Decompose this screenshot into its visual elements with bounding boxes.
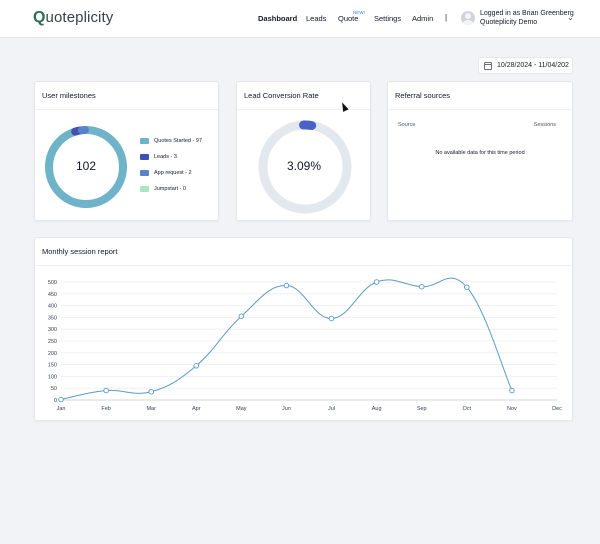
card-title: User milestones xyxy=(42,91,96,100)
data-point[interactable] xyxy=(418,283,425,290)
y-tick-label: 0 xyxy=(54,398,57,404)
card-title: Monthly session report xyxy=(42,247,118,256)
chevron-down-icon[interactable]: ⌄ xyxy=(567,13,574,22)
user-milestones-card: User milestones 102 Quotes Started - 97 … xyxy=(34,81,219,221)
date-range-picker[interactable]: 10/28/2024 - 11/04/202 xyxy=(478,57,573,74)
legend-swatch xyxy=(140,170,149,176)
x-tick-label: Dec xyxy=(552,406,562,412)
donut-segment xyxy=(45,126,127,208)
x-tick-label: Jan xyxy=(57,406,66,412)
data-point[interactable] xyxy=(58,396,64,403)
data-point[interactable] xyxy=(509,387,515,394)
referral-sources-card: Referral sources Source Sessions No avai… xyxy=(387,81,573,221)
nav-admin[interactable]: Admin xyxy=(412,14,434,23)
nav-dashboard[interactable]: Dashboard xyxy=(258,14,298,23)
session-line-chart: 0 50 100 150 200 250 300 350 400 450 500 Jan Feb Mar A… xyxy=(48,277,562,412)
conversion-value: 3.09% xyxy=(286,159,322,173)
x-tick-label: Apr xyxy=(192,406,201,412)
data-point[interactable] xyxy=(193,363,200,369)
avatar[interactable] xyxy=(461,11,475,25)
card-title: Lead Conversion Rate xyxy=(244,91,319,100)
top-navbar: Quoteplicity Dashboard Leads Quote NEW! … xyxy=(0,0,600,38)
nav-separator: | xyxy=(445,13,448,22)
x-tick-label: Sep xyxy=(417,406,427,412)
y-tick-label: 300 xyxy=(48,327,57,333)
user-org[interactable]: Quoteplicity Demo xyxy=(480,19,538,26)
x-tick-label: May xyxy=(236,406,247,412)
y-tick-label: 500 xyxy=(48,280,57,286)
x-tick-label: Jun xyxy=(282,406,291,412)
card-title: Referral sources xyxy=(395,91,451,100)
data-point[interactable] xyxy=(328,315,335,322)
y-tick-label: 100 xyxy=(48,374,57,380)
gauge-fill xyxy=(258,120,352,214)
y-tick-label: 350 xyxy=(48,315,57,321)
user-name[interactable]: Logged in as Brian Greenberg xyxy=(480,10,574,17)
data-point[interactable] xyxy=(148,388,154,395)
legend-swatch xyxy=(140,138,149,144)
nav-leads[interactable]: Leads xyxy=(306,14,327,23)
y-tick-label: 150 xyxy=(48,363,57,369)
calendar-icon xyxy=(484,62,492,70)
data-point[interactable] xyxy=(373,279,380,285)
x-tick-label: Nov xyxy=(507,406,517,412)
legend-swatch xyxy=(140,154,149,160)
legend-swatch xyxy=(140,186,149,192)
conversion-ring-chart xyxy=(258,120,352,214)
y-tick-label: 250 xyxy=(48,339,57,345)
y-tick-label: 200 xyxy=(48,351,57,357)
data-point[interactable] xyxy=(464,284,470,290)
column-header-source: Source xyxy=(398,122,416,128)
nav-settings[interactable]: Settings xyxy=(374,14,402,23)
app-logo[interactable]: Quoteplicity xyxy=(33,9,114,26)
x-tick-label: Oct xyxy=(463,406,472,412)
y-tick-label: 400 xyxy=(48,304,57,310)
new-badge: NEW! xyxy=(353,10,365,15)
x-tick-label: Mar xyxy=(146,406,156,412)
data-point[interactable] xyxy=(283,282,290,289)
series-line xyxy=(60,277,513,401)
column-header-sessions: Sessions xyxy=(533,122,556,128)
nav-quote[interactable]: Quote xyxy=(338,14,359,23)
data-point[interactable] xyxy=(103,387,109,394)
milestones-donut-chart xyxy=(45,126,127,208)
y-tick-label: 50 xyxy=(51,386,57,392)
date-range-text: 10/28/2024 - 11/04/202 xyxy=(497,62,569,69)
data-point[interactable] xyxy=(238,313,245,319)
x-tick-label: Aug xyxy=(372,406,382,412)
milestones-total: 102 xyxy=(75,159,97,173)
monthly-session-report-card: Monthly session report 0 50 100 150 200 250 30… xyxy=(34,237,573,421)
x-tick-label: Jul xyxy=(328,406,335,412)
x-tick-label: Feb xyxy=(101,406,110,412)
y-tick-label: 450 xyxy=(48,292,57,298)
empty-state-message: No available data for this time period xyxy=(435,150,525,156)
lead-conversion-card: Lead Conversion Rate 3.09% xyxy=(236,81,371,221)
